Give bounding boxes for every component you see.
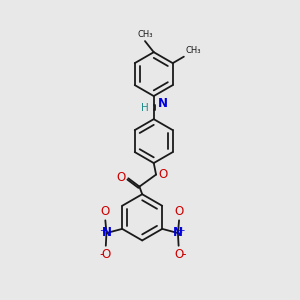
Text: CH₃: CH₃ xyxy=(186,46,201,55)
Text: H: H xyxy=(141,103,149,113)
Text: -: - xyxy=(181,248,185,261)
Text: +: + xyxy=(100,226,107,235)
Text: O: O xyxy=(159,168,168,181)
Text: O: O xyxy=(101,248,110,261)
Text: +: + xyxy=(177,226,185,235)
Text: O: O xyxy=(174,248,183,261)
Text: N: N xyxy=(173,226,183,239)
Text: N: N xyxy=(101,226,112,239)
Text: -: - xyxy=(99,248,103,261)
Text: O: O xyxy=(174,206,184,218)
Text: CH₃: CH₃ xyxy=(137,30,153,39)
Text: N: N xyxy=(158,98,168,110)
Text: O: O xyxy=(117,171,126,184)
Text: O: O xyxy=(101,206,110,218)
